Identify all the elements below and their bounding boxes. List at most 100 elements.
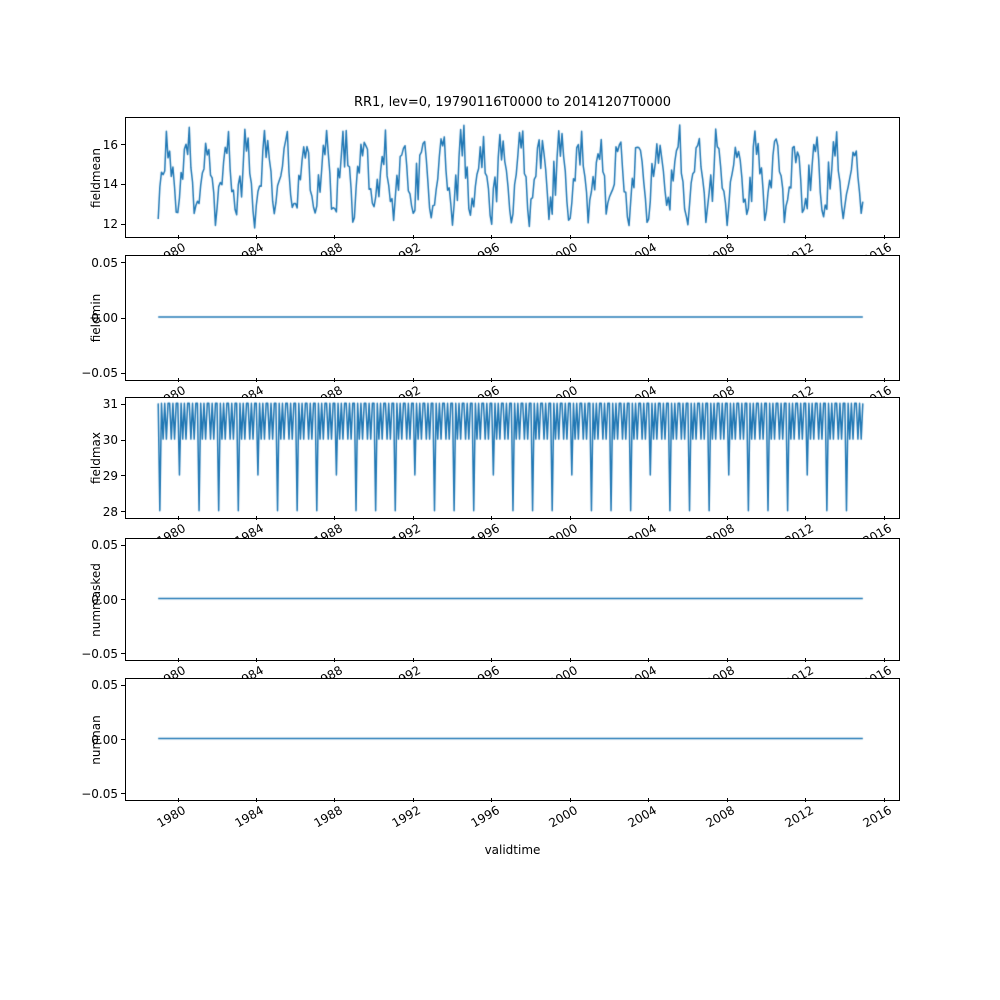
y-tick-label: 12 xyxy=(102,217,118,232)
y-tick-label: 28 xyxy=(102,504,118,519)
x-axis-label: validtime xyxy=(484,843,541,857)
x-tick-label: 2016 xyxy=(860,803,895,831)
subplot-fieldmax: fieldmax 28 29 30 31 1980 1984 1988 1992 1996 200… xyxy=(89,397,900,548)
x-tick-label: 1980 xyxy=(154,803,188,831)
x-tick-mark xyxy=(883,378,885,382)
x-tick-mark xyxy=(177,378,179,382)
x-tick-mark xyxy=(648,516,650,520)
x-tick-mark xyxy=(569,516,571,520)
y-tick-mark xyxy=(121,739,125,740)
x-tick-mark xyxy=(177,658,179,662)
y-tick-label: −0.05 xyxy=(81,366,118,381)
x-tick-mark xyxy=(412,378,414,382)
x-tick-mark xyxy=(255,798,257,802)
x-tick-mark xyxy=(648,658,650,662)
y-tick-mark xyxy=(121,403,125,405)
x-tick-mark xyxy=(412,516,414,520)
x-tick-label: 2012 xyxy=(782,803,816,831)
x-tick-mark xyxy=(883,798,885,802)
x-tick-mark xyxy=(569,798,571,802)
x-tick-mark xyxy=(648,235,650,239)
y-tick-label: 31 xyxy=(102,397,118,412)
y-tick-label: −0.05 xyxy=(81,646,118,661)
subplot-numnan: numnan −0.05 0.00 0.05 1980 1984 1988 1992 1996… xyxy=(81,678,900,830)
x-tick-label: 1984 xyxy=(233,803,267,831)
y-tick-label: 0.00 xyxy=(91,592,118,607)
y-tick-label: −0.05 xyxy=(81,786,118,801)
x-tick-mark xyxy=(726,378,728,382)
x-tick-mark xyxy=(255,516,257,520)
fieldmin-plot-canvas xyxy=(126,256,897,378)
y-tick-label: 0.05 xyxy=(91,678,118,693)
y-tick-mark xyxy=(121,317,125,319)
x-tick-mark xyxy=(334,798,336,802)
numnan-plot-canvas xyxy=(126,679,897,798)
x-tick-label: 1996 xyxy=(468,803,502,831)
x-tick-mark xyxy=(255,378,257,382)
x-tick-mark xyxy=(726,658,728,662)
fieldmean-plot-canvas xyxy=(126,118,897,235)
y-tick-mark xyxy=(121,262,125,264)
x-tick-label: 1988 xyxy=(311,803,345,831)
x-tick-mark xyxy=(805,235,807,239)
x-tick-mark xyxy=(805,378,807,382)
x-tick-mark xyxy=(569,378,571,382)
x-tick-mark xyxy=(255,658,257,662)
x-tick-mark xyxy=(883,516,885,520)
y-tick-label: 14 xyxy=(102,177,118,192)
x-tick-mark xyxy=(491,798,493,802)
x-tick-mark xyxy=(569,658,571,662)
y-tick-label: 0.05 xyxy=(91,255,118,270)
y-tick-mark xyxy=(121,439,125,441)
x-tick-label: 2000 xyxy=(546,803,581,831)
y-tick-mark xyxy=(121,144,125,146)
y-tick-mark xyxy=(121,544,125,546)
x-tick-mark xyxy=(412,658,414,662)
y-tick-label: 0.00 xyxy=(91,732,118,747)
x-tick-mark xyxy=(726,516,728,520)
x-tick-mark xyxy=(883,235,885,239)
x-tick-mark xyxy=(648,798,650,802)
nummasked-plot-canvas xyxy=(126,539,897,658)
x-tick-mark xyxy=(334,235,336,239)
y-tick-mark xyxy=(121,599,125,600)
x-tick-mark xyxy=(491,658,493,662)
figure-title: RR1, lev=0, 19790116T0000 to 20141207T00… xyxy=(353,95,672,110)
x-tick-mark xyxy=(726,798,728,802)
x-tick-mark xyxy=(883,658,885,662)
x-tick-mark xyxy=(412,235,414,239)
x-tick-mark xyxy=(177,235,179,239)
x-tick-mark xyxy=(805,658,807,662)
subplot-nummasked: nummasked −0.05 0.00 0.05 1980 1984 1988 1992 1… xyxy=(81,538,900,690)
y-tick-label: 16 xyxy=(102,137,118,152)
subplot-fieldmean: fieldmean 12 14 16 1980 1984 1988 1992 1996 2000… xyxy=(89,117,900,267)
y-tick-mark xyxy=(121,475,125,477)
y-tick-label: 30 xyxy=(102,433,118,448)
subplot-fieldmin: fieldmin −0.050.000.05198019841988199219… xyxy=(81,255,900,410)
x-tick-mark xyxy=(648,378,650,382)
x-tick-mark xyxy=(177,798,179,802)
y-tick-label: 0.00 xyxy=(91,311,118,325)
y-tick-mark xyxy=(121,372,125,374)
x-tick-mark xyxy=(805,516,807,520)
x-tick-mark xyxy=(491,378,493,382)
x-tick-mark xyxy=(805,798,807,802)
x-tick-mark xyxy=(491,516,493,520)
x-tick-label: 2004 xyxy=(625,803,659,831)
x-tick-mark xyxy=(412,798,414,802)
x-tick-label: 2008 xyxy=(703,803,738,831)
y-tick-mark xyxy=(121,793,125,795)
y-tick-mark xyxy=(121,223,125,225)
y-tick-label: 29 xyxy=(102,468,118,483)
x-tick-mark xyxy=(569,235,571,239)
x-tick-mark xyxy=(255,235,257,239)
fieldmax-plot-canvas xyxy=(126,398,897,516)
x-tick-label: 1992 xyxy=(389,803,424,831)
x-tick-mark xyxy=(334,658,336,662)
x-tick-mark xyxy=(177,516,179,520)
y-tick-mark xyxy=(121,684,125,686)
y-tick-mark xyxy=(121,183,125,185)
y-tick-label: 0.05 xyxy=(91,538,118,553)
y-tick-mark xyxy=(121,653,125,655)
